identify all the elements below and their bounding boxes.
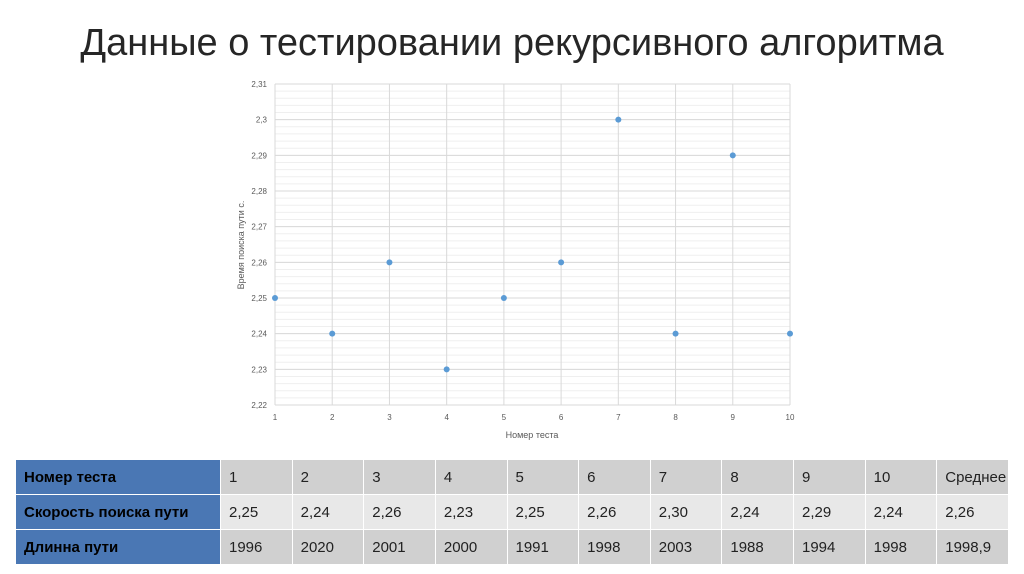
data-point xyxy=(615,116,622,123)
y-tick-label: 2,22 xyxy=(251,401,267,410)
table-cell: 1998 xyxy=(578,529,651,565)
x-axis-title: Номер теста xyxy=(506,430,559,440)
table-cell: 1991 xyxy=(506,529,580,565)
y-tick-label: 2,24 xyxy=(251,330,267,339)
data-points xyxy=(272,116,793,373)
row-header: Номер теста xyxy=(15,459,221,495)
table-cell: 1988 xyxy=(721,529,794,565)
y-tick-label: 2,29 xyxy=(251,151,267,160)
table-cell: 1 xyxy=(220,459,293,495)
table-cell: 2,25 xyxy=(506,494,580,530)
table-cell: 2003 xyxy=(649,529,723,565)
data-point xyxy=(729,152,736,159)
data-table: Номер теста 1 2 3 4 5 6 7 8 9 10 Среднее Скорость по… xyxy=(15,459,1009,565)
table-cell: 2,29 xyxy=(793,494,866,530)
x-tick-label: 1 xyxy=(273,413,278,422)
table-cell: 1996 xyxy=(220,529,293,565)
table-cell: 1998,9 xyxy=(936,529,1009,565)
data-point xyxy=(672,330,679,337)
table-cell: 2,26 xyxy=(363,494,436,530)
y-axis-ticks: 2,22 2,23 2,24 2,25 2,26 2,27 2,28 2,29 2,3 2,31 xyxy=(251,80,267,410)
x-tick-label: 9 xyxy=(731,413,736,422)
x-tick-label: 5 xyxy=(502,413,507,422)
y-tick-label: 2,25 xyxy=(251,294,267,303)
data-point xyxy=(272,295,278,301)
table-row: Номер теста 1 2 3 4 5 6 7 8 9 10 Среднее xyxy=(15,459,1009,495)
x-tick-label: 3 xyxy=(387,413,392,422)
x-tick-label: 2 xyxy=(330,413,335,422)
table-cell: 8 xyxy=(721,459,794,495)
y-tick-label: 2,28 xyxy=(251,187,267,196)
table-cell: 2,26 xyxy=(578,494,651,530)
y-tick-label: 2,3 xyxy=(256,116,268,125)
data-point xyxy=(500,295,507,301)
table-cell: 9 xyxy=(793,459,866,495)
x-tick-label: 10 xyxy=(786,413,795,422)
table-cell: 2020 xyxy=(291,529,365,565)
x-tick-label: 6 xyxy=(559,413,564,422)
table-cell: 2001 xyxy=(363,529,436,565)
table-cell: 3 xyxy=(363,459,436,495)
data-point xyxy=(443,366,450,373)
y-tick-label: 2,31 xyxy=(251,80,267,89)
table-cell: 2,23 xyxy=(434,494,508,530)
table-cell: 2,24 xyxy=(291,494,365,530)
table-cell: 2,24 xyxy=(721,494,794,530)
table-cell: 2,24 xyxy=(864,494,938,530)
table-cell: 7 xyxy=(649,459,723,495)
y-tick-label: 2,26 xyxy=(251,258,267,267)
data-point xyxy=(329,330,336,337)
table-cell: 2,30 xyxy=(649,494,723,530)
y-axis-title: Время поиска пути с. xyxy=(236,201,246,290)
data-point xyxy=(558,259,565,266)
y-tick-label: 2,27 xyxy=(251,223,267,232)
data-point xyxy=(386,259,393,266)
x-tick-label: 8 xyxy=(673,413,678,422)
data-point xyxy=(787,330,793,337)
row-header: Скорость поиска пути xyxy=(15,494,221,530)
table-cell: 1998 xyxy=(864,529,938,565)
slide-title: Данные о тестировании рекурсивного алгор… xyxy=(80,22,944,64)
table-cell: 6 xyxy=(578,459,651,495)
table-cell: 1994 xyxy=(793,529,866,565)
table-cell: 2,26 xyxy=(936,494,1009,530)
table-row: Скорость поиска пути 2,25 2,24 2,26 2,23 2,25… xyxy=(15,494,1009,530)
table-cell: Среднее xyxy=(936,459,1009,495)
table-cell: 2,25 xyxy=(220,494,293,530)
y-tick-label: 2,23 xyxy=(251,365,267,374)
grid-lines xyxy=(274,83,791,406)
scatter-chart: 2,222,232,242,252,262,272,282,292,32,31 … xyxy=(236,80,795,440)
table-cell: 2 xyxy=(291,459,365,495)
table-cell: 2000 xyxy=(434,529,508,565)
table-cell: 4 xyxy=(434,459,508,495)
table-cell: 5 xyxy=(506,459,580,495)
x-tick-label: 4 xyxy=(444,413,449,422)
x-axis-ticks: 1 2 3 4 5 6 7 8 9 10 xyxy=(273,413,795,422)
row-header: Длинна пути xyxy=(15,529,221,565)
table-row: Длинна пути 1996 2020 2001 2000 1991 1998 2003 1… xyxy=(15,529,1009,565)
table-cell: 10 xyxy=(864,459,938,495)
x-tick-label: 7 xyxy=(616,413,621,422)
